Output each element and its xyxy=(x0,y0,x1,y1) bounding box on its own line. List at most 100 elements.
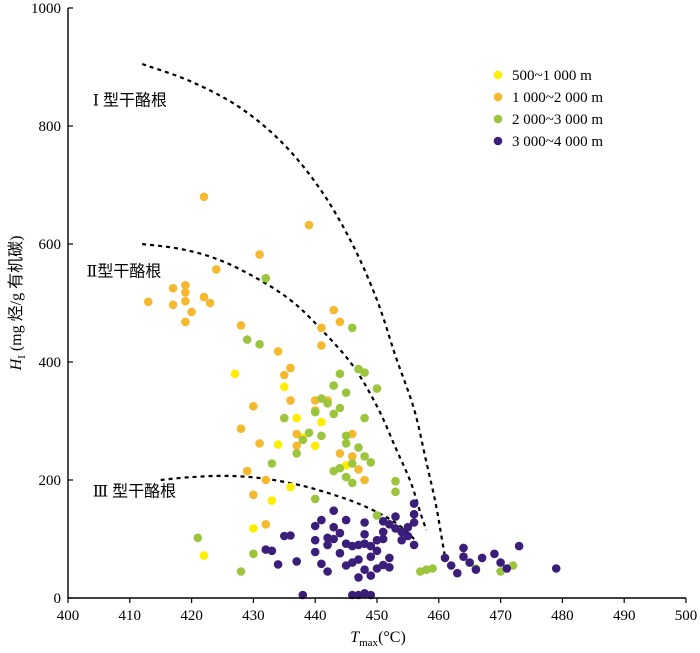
data-point xyxy=(242,466,252,476)
data-point xyxy=(168,300,178,310)
x-axis-title-main: T xyxy=(350,629,360,646)
data-point xyxy=(341,515,351,525)
data-point xyxy=(292,413,302,423)
legend: 500~1 000 m 1 000~2 000 m 2 000~3 000 m 3 0… xyxy=(493,68,603,150)
data-point xyxy=(280,370,289,380)
data-point xyxy=(397,527,407,537)
x-tick-label: 450 xyxy=(366,608,389,624)
data-point xyxy=(317,431,326,441)
x-tick-label: 430 xyxy=(242,608,265,624)
data-point xyxy=(310,535,320,545)
data-point xyxy=(255,439,264,448)
data-points xyxy=(144,192,561,600)
data-point xyxy=(181,288,190,297)
x-tick-label: 490 xyxy=(613,608,636,624)
data-point xyxy=(403,531,413,541)
data-point xyxy=(273,560,283,569)
data-point xyxy=(317,341,326,350)
type-1-boundary xyxy=(141,62,447,557)
data-point xyxy=(261,520,271,529)
data-point xyxy=(323,567,332,576)
kerogen-type-label: Ⅰ 型干酪根 xyxy=(93,91,167,109)
data-point xyxy=(360,475,369,485)
data-point xyxy=(144,297,153,307)
data-point xyxy=(366,590,376,600)
data-point xyxy=(446,561,456,570)
data-point xyxy=(329,409,339,419)
data-point xyxy=(335,528,345,538)
x-axis-title-sub: max xyxy=(359,637,378,649)
series-3 xyxy=(193,273,518,576)
data-point xyxy=(286,396,295,405)
data-point xyxy=(385,520,394,529)
data-point xyxy=(329,305,339,315)
data-point xyxy=(280,413,289,423)
x-tick-label: 470 xyxy=(489,608,512,624)
data-point xyxy=(286,531,295,540)
data-point xyxy=(249,490,258,500)
data-point xyxy=(323,540,332,550)
data-point xyxy=(354,573,363,582)
data-point xyxy=(490,549,499,559)
data-point xyxy=(335,463,345,473)
data-point xyxy=(280,531,289,541)
data-point xyxy=(366,552,376,561)
x-tick-label: 460 xyxy=(428,608,451,624)
data-point xyxy=(310,494,320,504)
data-point xyxy=(280,382,289,392)
legend-marker xyxy=(493,70,503,80)
data-point xyxy=(471,565,481,574)
data-point xyxy=(514,541,524,551)
data-point xyxy=(341,431,351,441)
data-point xyxy=(261,475,271,485)
data-point xyxy=(366,541,376,551)
data-point xyxy=(409,499,419,508)
data-point xyxy=(385,563,394,572)
data-point xyxy=(242,335,252,344)
data-point xyxy=(378,527,388,537)
data-point xyxy=(286,363,295,373)
data-point xyxy=(348,459,357,468)
data-point xyxy=(323,399,332,408)
y-tick-label: 1000 xyxy=(31,1,61,17)
data-point xyxy=(335,317,345,327)
data-point xyxy=(212,265,221,274)
data-point xyxy=(236,424,246,434)
data-point xyxy=(335,403,345,413)
x-tick-label: 480 xyxy=(551,608,574,624)
x-tick-label: 420 xyxy=(180,608,203,624)
data-point xyxy=(310,547,320,557)
data-point xyxy=(267,546,277,556)
data-point xyxy=(199,292,209,302)
x-tick-label: 440 xyxy=(304,608,327,624)
data-point xyxy=(341,439,351,448)
data-point xyxy=(348,323,357,333)
legend-marker xyxy=(493,114,503,124)
series-4 xyxy=(261,499,561,600)
data-point xyxy=(502,564,512,573)
data-point xyxy=(168,284,178,293)
data-point xyxy=(329,522,339,532)
data-point xyxy=(360,565,369,574)
data-point xyxy=(496,558,505,567)
data-point xyxy=(304,220,314,230)
data-point xyxy=(403,522,413,532)
data-point xyxy=(453,568,462,578)
data-point xyxy=(187,307,196,317)
data-point xyxy=(249,402,258,411)
data-point xyxy=(181,296,190,306)
data-point xyxy=(317,515,326,525)
data-point xyxy=(249,524,258,533)
data-point xyxy=(409,518,419,527)
data-point xyxy=(292,449,302,458)
data-point xyxy=(310,521,320,531)
data-point xyxy=(261,273,271,283)
data-point xyxy=(348,590,357,600)
data-point xyxy=(459,552,468,561)
y-axis-title-sub: I xyxy=(16,355,28,359)
data-point xyxy=(409,540,419,550)
data-point xyxy=(236,321,246,330)
data-point xyxy=(292,557,302,566)
data-point xyxy=(341,472,351,482)
data-point xyxy=(317,323,326,333)
